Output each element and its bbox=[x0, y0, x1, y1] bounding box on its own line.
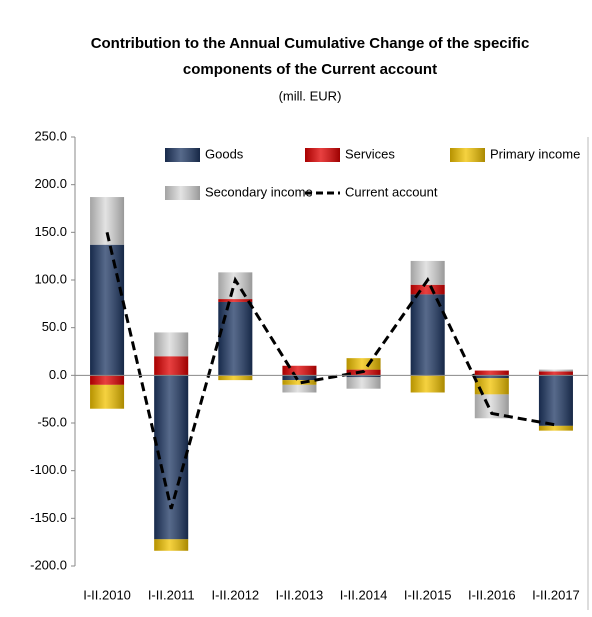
y-tick-label: -200.0 bbox=[30, 557, 67, 572]
bar-shade bbox=[282, 380, 317, 385]
y-tick-label: 250.0 bbox=[34, 128, 67, 143]
x-tick-label: I-II.2016 bbox=[468, 587, 516, 602]
bar-shade bbox=[410, 284, 445, 295]
legend-label: Current account bbox=[345, 184, 438, 199]
bar-shade bbox=[346, 377, 381, 389]
bar-shade bbox=[90, 384, 125, 409]
bar-shade bbox=[410, 294, 445, 376]
bar-shade bbox=[538, 371, 573, 376]
x-tick-label: I-II.2014 bbox=[340, 587, 388, 602]
bar-shade bbox=[474, 370, 509, 376]
y-tick-label: -100.0 bbox=[30, 462, 67, 477]
legend-label: Services bbox=[345, 146, 395, 161]
bar-shade bbox=[218, 375, 253, 381]
bar-shade bbox=[90, 375, 125, 385]
bar-shade bbox=[538, 375, 573, 426]
legend-shade bbox=[165, 148, 200, 162]
x-tick-label: I-II.2011 bbox=[148, 587, 195, 602]
y-tick-label: 0.0 bbox=[49, 367, 67, 382]
legend-shade bbox=[305, 148, 340, 162]
legend-shade bbox=[450, 148, 485, 162]
legend-label: Secondary income bbox=[205, 184, 313, 199]
y-tick-label: -50.0 bbox=[37, 414, 67, 429]
x-tick-label: I-II.2013 bbox=[276, 587, 324, 602]
bar-shade bbox=[538, 425, 573, 431]
bar-shade bbox=[154, 539, 189, 551]
y-tick-label: 200.0 bbox=[34, 176, 67, 191]
y-tick-label: 50.0 bbox=[42, 319, 67, 334]
chart-title: Contribution to the Annual Cumulative Ch… bbox=[91, 35, 530, 52]
bar-shade bbox=[538, 369, 573, 372]
bar-shade bbox=[346, 358, 381, 370]
chart-subtitle: (mill. EUR) bbox=[279, 88, 342, 103]
y-tick-label: 150.0 bbox=[34, 224, 67, 239]
x-tick-label: I-II.2017 bbox=[532, 587, 580, 602]
bar-shade bbox=[154, 332, 189, 357]
bar-shade bbox=[282, 365, 317, 376]
bar-shade bbox=[218, 301, 253, 376]
bar-shade bbox=[410, 260, 445, 285]
bar-shade bbox=[474, 378, 509, 395]
bar-shade bbox=[90, 244, 125, 376]
legend-label: Primary income bbox=[490, 146, 580, 161]
x-tick-label: I-II.2012 bbox=[211, 587, 259, 602]
chart-title: components of the Current account bbox=[183, 61, 437, 78]
legend-shade bbox=[165, 186, 200, 200]
bar-shade bbox=[474, 394, 509, 419]
bar-shade bbox=[218, 272, 253, 300]
bar-shade bbox=[474, 375, 509, 379]
bar-shade bbox=[282, 375, 317, 381]
x-tick-label: I-II.2010 bbox=[83, 587, 131, 602]
bar-shade bbox=[282, 384, 317, 393]
legend-label: Goods bbox=[205, 146, 244, 161]
bar-shade bbox=[410, 375, 445, 393]
bar-shade bbox=[154, 356, 189, 376]
y-tick-label: -150.0 bbox=[30, 510, 67, 525]
x-tick-label: I-II.2015 bbox=[404, 587, 452, 602]
y-tick-label: 100.0 bbox=[34, 271, 67, 286]
bar-shade bbox=[346, 375, 381, 378]
bar-shade bbox=[218, 299, 253, 302]
line bbox=[105, 231, 557, 510]
